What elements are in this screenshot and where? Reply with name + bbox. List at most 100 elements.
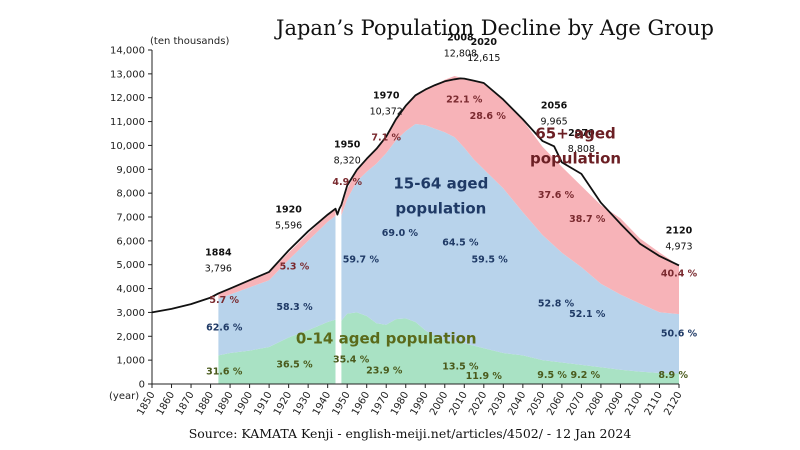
x-tick-label: 2040 bbox=[506, 390, 528, 418]
group-label: 65+ aged bbox=[535, 124, 615, 142]
percent-label: 28.6 % bbox=[470, 111, 507, 122]
x-tick-label: 1960 bbox=[350, 390, 372, 418]
percent-label: 8.9 % bbox=[658, 370, 688, 381]
group-label: population bbox=[530, 149, 621, 167]
annotation-value: 3,796 bbox=[205, 263, 232, 274]
area-15-64 bbox=[218, 124, 679, 374]
percent-label: 7.1 % bbox=[371, 133, 401, 144]
percent-label: 5.7 % bbox=[209, 295, 239, 306]
x-tick-label: 2000 bbox=[428, 390, 450, 418]
percent-label: 37.6 % bbox=[538, 190, 575, 201]
annotation-value: 8,808 bbox=[568, 144, 595, 155]
y-tick-label: 4,000 bbox=[116, 284, 145, 295]
x-tick-label: 1980 bbox=[389, 390, 411, 418]
annotation-value: 5,596 bbox=[275, 220, 302, 231]
y-unit-label: (ten thousands) bbox=[150, 36, 229, 47]
y-tick-label: 0 bbox=[139, 380, 145, 391]
y-tick-label: 9,000 bbox=[116, 165, 145, 176]
x-tick-label: 2050 bbox=[526, 390, 548, 418]
gap-bar bbox=[335, 202, 342, 384]
annotation-value: 9,965 bbox=[540, 116, 567, 127]
percent-label: 59.5 % bbox=[472, 254, 509, 265]
group-label: population bbox=[395, 199, 486, 217]
annotation-year: 2056 bbox=[541, 100, 568, 111]
percent-label: 50.6 % bbox=[661, 328, 698, 339]
group-label: 0-14 aged population bbox=[296, 329, 477, 347]
percent-label: 4.9 % bbox=[332, 177, 362, 188]
y-tick-label: 2,000 bbox=[116, 332, 145, 343]
x-tick-label: 1950 bbox=[331, 390, 353, 418]
annotation-value: 12,615 bbox=[467, 53, 500, 64]
percent-label: 35.4 % bbox=[333, 355, 370, 366]
annotation-year: 1970 bbox=[373, 91, 400, 102]
x-tick-label: 1930 bbox=[291, 390, 313, 418]
group-label: 15-64 aged bbox=[393, 174, 488, 192]
percent-label: 13.5 % bbox=[442, 362, 479, 373]
y-tick-label: 13,000 bbox=[110, 69, 145, 80]
y-tick-label: 8,000 bbox=[116, 189, 145, 200]
percent-label: 5.3 % bbox=[280, 261, 310, 272]
y-tick-label: 14,000 bbox=[110, 46, 145, 57]
x-tick-label: 2020 bbox=[467, 390, 489, 418]
annotation-year: 1950 bbox=[334, 140, 361, 151]
percent-label: 64.5 % bbox=[442, 238, 479, 249]
x-tick-label: 2100 bbox=[623, 390, 645, 418]
x-unit-label: (year) bbox=[109, 391, 139, 402]
y-tick-label: 1,000 bbox=[116, 356, 145, 367]
percent-label: 36.5 % bbox=[276, 359, 313, 370]
y-tick-label: 7,000 bbox=[116, 213, 145, 224]
percent-label: 62.6 % bbox=[206, 322, 243, 333]
annotation-year: 1884 bbox=[205, 247, 232, 258]
x-tick-label: 2080 bbox=[584, 390, 606, 418]
x-tick-label: 1970 bbox=[370, 390, 392, 418]
x-tick-label: 2010 bbox=[448, 390, 470, 418]
area-65plus bbox=[218, 76, 679, 315]
percent-label: 58.3 % bbox=[276, 302, 313, 313]
percent-label: 9.2 % bbox=[570, 370, 600, 381]
percent-label: 31.6 % bbox=[206, 366, 243, 377]
x-tick-label: 1880 bbox=[194, 390, 216, 418]
annotation-value: 10,372 bbox=[370, 107, 403, 118]
y-tick-label: 12,000 bbox=[110, 93, 145, 104]
annotation-value: 4,973 bbox=[665, 241, 692, 252]
percent-label: 23.9 % bbox=[366, 365, 403, 376]
y-tick-label: 11,000 bbox=[110, 117, 145, 128]
chart-labels: 1884 3,796 1920 5,596 1950 8,320 1970 10,372 200… bbox=[205, 32, 698, 382]
y-tick-label: 10,000 bbox=[110, 141, 145, 152]
percent-label: 59.7 % bbox=[343, 254, 380, 265]
y-tick-label: 3,000 bbox=[116, 308, 145, 319]
annotation-year: 2120 bbox=[666, 225, 693, 236]
x-tick-label: 1920 bbox=[272, 390, 294, 418]
total-line bbox=[151, 77, 680, 314]
x-tick-label: 2060 bbox=[545, 390, 567, 418]
x-tick-label: 1990 bbox=[409, 390, 431, 418]
x-tick-label: 1860 bbox=[155, 390, 177, 418]
stacked-areas bbox=[218, 76, 679, 384]
x-tick-label: 1940 bbox=[311, 390, 333, 418]
x-tick-label: 1900 bbox=[233, 390, 255, 418]
chart-source: Source: KAMATA Kenji - english-meiji.net… bbox=[188, 426, 632, 441]
annotation-value: 8,320 bbox=[334, 156, 361, 167]
percent-label: 52.8 % bbox=[538, 298, 575, 309]
annotation-year: 2008 bbox=[447, 32, 474, 43]
area-0-14 bbox=[218, 312, 679, 384]
x-tick-label: 1870 bbox=[174, 390, 196, 418]
annotation-year: 1920 bbox=[275, 204, 302, 215]
percent-label: 40.4 % bbox=[661, 269, 698, 280]
annotation-year: 2020 bbox=[471, 37, 498, 48]
x-tick-label: 2090 bbox=[604, 390, 626, 418]
x-tick-label: 2030 bbox=[487, 390, 509, 418]
y-tick-label: 5,000 bbox=[116, 260, 145, 271]
x-tick-label: 2070 bbox=[565, 390, 587, 418]
percent-label: 52.1 % bbox=[569, 309, 606, 320]
percent-label: 9.5 % bbox=[537, 370, 567, 381]
wartime-data-gap bbox=[335, 202, 342, 384]
percent-label: 38.7 % bbox=[569, 214, 606, 225]
percent-label: 69.0 % bbox=[382, 228, 419, 239]
x-tick-label: 2120 bbox=[662, 390, 684, 418]
x-tick-label: 1910 bbox=[252, 390, 274, 418]
percent-label: 11.9 % bbox=[466, 371, 503, 382]
annotation-value: 12,808 bbox=[444, 48, 477, 59]
chart-title: Japan’s Population Decline by Age Group bbox=[276, 16, 714, 40]
